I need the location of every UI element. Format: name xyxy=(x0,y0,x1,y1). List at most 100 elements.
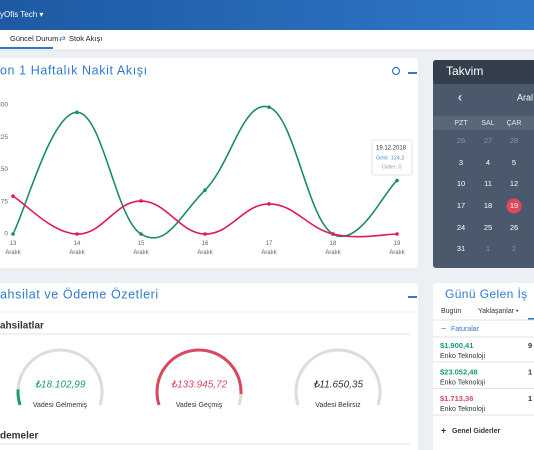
point xyxy=(395,232,399,236)
chart-card xyxy=(0,58,418,268)
point xyxy=(11,232,15,236)
day[interactable]: 10 xyxy=(457,179,465,188)
day[interactable]: 26 xyxy=(510,223,518,232)
clock-icon[interactable] xyxy=(391,66,401,76)
day[interactable]: 31 xyxy=(457,244,465,253)
calendar-card xyxy=(433,60,534,268)
day[interactable]: 4 xyxy=(486,158,490,167)
collapse-icon[interactable] xyxy=(408,296,417,298)
chart-title: on 1 Haftalık Nakit Akışı xyxy=(0,63,148,77)
x-tick-label: 15 Aralık xyxy=(133,241,149,256)
top-bar xyxy=(0,0,534,30)
point xyxy=(331,232,335,236)
weekday: PZT xyxy=(454,120,468,127)
due-list: $1.900,41 Enko Teknoloji 9 $23.052,48 Enko T… xyxy=(433,341,534,416)
x-tick-label: 13 Aralık xyxy=(5,241,21,256)
tab-bar xyxy=(0,30,534,50)
item-right: 9 xyxy=(528,341,532,350)
tooltip-line: Gelir: 124.2 xyxy=(376,155,404,161)
brand[interactable]: yOfis Tech ▾ xyxy=(0,10,43,19)
item-amount: $23.052,48 xyxy=(440,367,478,376)
point xyxy=(203,232,207,236)
add-icon[interactable]: + xyxy=(441,425,446,435)
day[interactable]: 24 xyxy=(457,223,465,232)
collapse-icon[interactable] xyxy=(408,72,417,74)
point xyxy=(267,105,271,109)
tooltip xyxy=(371,139,413,176)
x-tick-label: 18 Aralık xyxy=(325,241,341,256)
item-amount: $1.713,36 xyxy=(440,394,473,403)
weekday: ÇAR xyxy=(507,120,522,127)
due-tab[interactable]: Yaklaşanlar • xyxy=(478,308,519,315)
day[interactable]: 19 xyxy=(510,201,518,210)
calendar-title: Takvim xyxy=(446,64,483,78)
day[interactable]: 27 xyxy=(484,136,492,145)
y-tick-label: 75 xyxy=(1,198,9,205)
day[interactable]: 5 xyxy=(512,158,516,167)
x-tick-label: 14 Aralık xyxy=(69,241,85,256)
gauge-fill xyxy=(16,389,22,406)
summary-title: ahsilat ve Ödeme Özetleri xyxy=(0,287,159,301)
prev-month[interactable]: ‹ xyxy=(458,89,463,105)
day[interactable]: 2 xyxy=(512,244,516,253)
y-tick-label: 150 xyxy=(0,166,8,173)
x-tick-label: 19 Aralık xyxy=(389,241,405,256)
collapse-icon[interactable]: − xyxy=(441,323,446,333)
tab-icon: ⇄ xyxy=(59,34,66,43)
day[interactable]: 11 xyxy=(484,179,492,188)
weekday-strip xyxy=(433,116,534,130)
point xyxy=(139,232,143,236)
tab[interactable]: Güncel Durum xyxy=(10,34,58,43)
x-tick-label: 16 Aralık xyxy=(197,241,213,256)
item-company: Enko Teknoloji xyxy=(440,379,485,386)
gauges: ₺18.102,99 Vadesi Gelmemiş ₺133.945,72 Vade… xyxy=(16,348,382,409)
x-tick-label: 17 Aralık xyxy=(261,241,277,256)
gauge-track xyxy=(294,348,382,406)
weekday: SAL xyxy=(481,120,494,127)
day[interactable]: 12 xyxy=(510,179,518,188)
section-label: Faturalar xyxy=(451,326,480,333)
summary-card xyxy=(0,283,418,450)
tab-underline xyxy=(528,318,534,320)
day[interactable]: 1 xyxy=(486,244,490,253)
section-heading: ahsilatlar xyxy=(0,321,44,332)
day[interactable]: 25 xyxy=(484,223,492,232)
gauge-label: Vadesi Belirsiz xyxy=(315,402,361,409)
gauge-label: Vadesi Gelmemiş xyxy=(33,402,88,409)
footer-link[interactable]: Genel Giderler xyxy=(452,428,501,435)
gauge-amount: ₺133.945,72 xyxy=(171,380,228,391)
tooltip-line: Gider: 0 xyxy=(382,164,402,170)
y-tick-label: 225 xyxy=(0,134,8,141)
calendar-month: Aral xyxy=(517,92,533,102)
day[interactable]: 18 xyxy=(484,201,492,210)
item-company: Enko Teknoloji xyxy=(440,353,485,360)
due-title: Günü Gelen İş xyxy=(445,287,528,301)
gauge-track xyxy=(16,348,104,406)
tab[interactable]: Stok Akışı xyxy=(69,34,102,43)
gauge-amount: ₺11.650,35 xyxy=(313,380,364,391)
tooltip-title: 19.12.2018 xyxy=(376,146,407,152)
day[interactable]: 3 xyxy=(459,158,463,167)
point xyxy=(203,188,207,192)
point xyxy=(75,110,79,115)
gauge-label: Vadesi Geçmiş xyxy=(176,402,223,409)
item-right: 1 xyxy=(528,367,532,376)
day[interactable]: 26 xyxy=(457,136,465,145)
item-company: Enko Teknoloji xyxy=(440,406,485,413)
day[interactable]: 17 xyxy=(457,201,465,210)
day[interactable]: 28 xyxy=(510,136,518,145)
tab-underline xyxy=(0,47,53,49)
gauge-fill xyxy=(155,348,243,406)
selected-day xyxy=(506,198,522,214)
point xyxy=(75,232,79,236)
y-tick-label: 0 xyxy=(4,231,8,238)
point xyxy=(11,194,15,198)
item-amount: $1.900,41 xyxy=(440,341,473,350)
point xyxy=(139,199,143,203)
item-right: 1 xyxy=(528,394,532,403)
due-tab[interactable]: Bugün xyxy=(441,308,461,315)
